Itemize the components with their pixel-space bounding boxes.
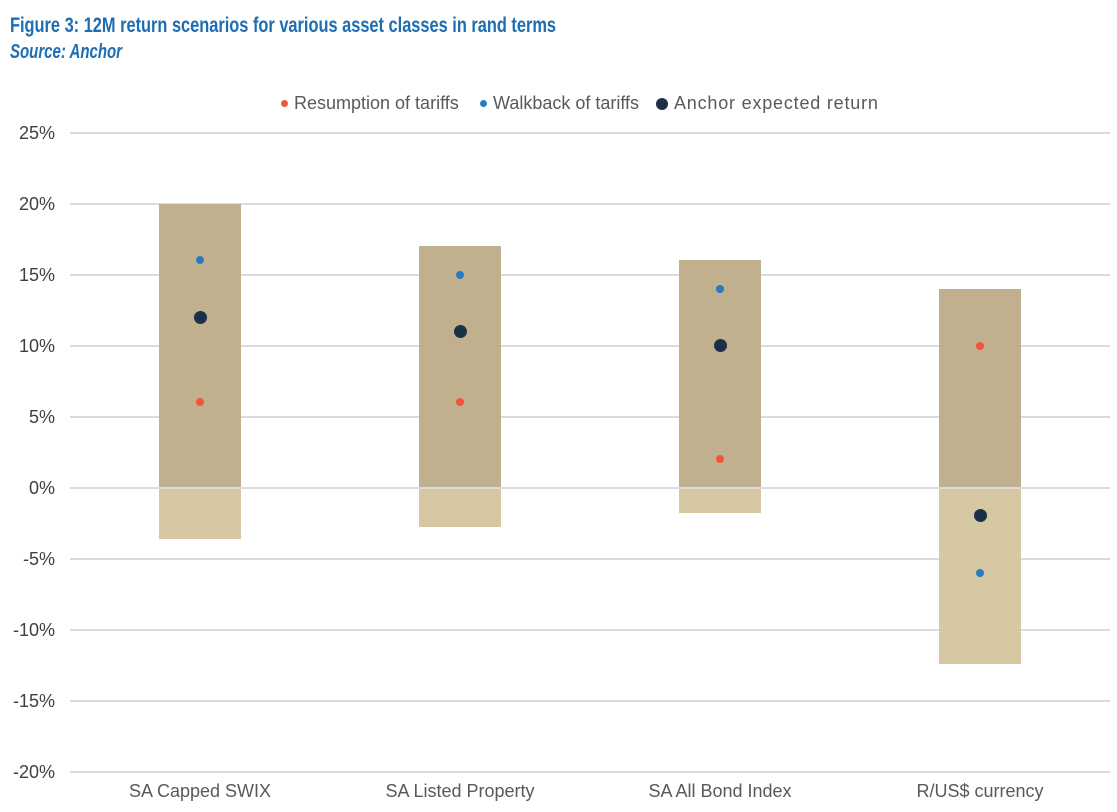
marker-anchor-expected-return-r-us-currency	[973, 509, 987, 523]
legend-item-anchor-expected-return: Anchor expected return	[656, 93, 879, 115]
bar-lower-sa-all-bond-index	[679, 487, 761, 514]
marker-walkback-of-tariffs-sa-listed-property	[456, 270, 464, 279]
gridline-5	[70, 415, 1110, 418]
ytick-label--15: -15%	[12, 690, 55, 711]
gridline--15	[70, 699, 1110, 702]
marker-resumption-of-tariffs-sa-capped-swix	[196, 398, 204, 407]
bar-upper-r-us-currency	[939, 288, 1021, 488]
marker-resumption-of-tariffs-sa-listed-property	[456, 398, 464, 407]
legend-label-anchor-expected-return: Anchor expected return	[674, 93, 879, 113]
xtick-label-r-us-currency: R/US$ currency	[916, 781, 1044, 801]
marker-anchor-expected-return-sa-listed-property	[453, 324, 467, 338]
gridline-10	[70, 344, 1110, 347]
legend-dot-walkback-of-tariffs-icon	[480, 100, 487, 107]
legend-label-walkback-of-tariffs: Walkback of tariffs	[493, 93, 640, 113]
gridline-20	[70, 202, 1110, 205]
xtick-label-sa-all-bond-index: SA All Bond Index	[648, 781, 792, 801]
gridline--20	[70, 770, 1110, 773]
xtick-label-sa-listed-property: SA Listed Property	[385, 781, 535, 801]
ytick-label--20: -20%	[12, 761, 55, 782]
bar-upper-sa-capped-swix	[159, 203, 241, 488]
marker-resumption-of-tariffs-r-us-currency	[976, 341, 984, 350]
legend-dot-resumption-of-tariffs-icon	[281, 100, 288, 107]
bar-lower-sa-listed-property	[419, 487, 501, 528]
ytick-label-20: 20%	[18, 193, 55, 214]
gridline-25	[70, 131, 1110, 134]
marker-walkback-of-tariffs-sa-all-bond-index	[716, 284, 724, 293]
ytick-label--5: -5%	[22, 548, 55, 569]
ytick-label-15: 15%	[18, 264, 55, 285]
ytick-label-25: 25%	[18, 122, 55, 143]
figure-subtitle: Source: Anchor	[10, 41, 122, 63]
zero-line-overlay	[70, 486, 1110, 489]
figure-title: Figure 3: 12M return scenarios for vario…	[10, 14, 556, 37]
ytick-label-0: 0%	[28, 477, 55, 498]
legend-dot-anchor-expected-return-icon	[656, 97, 668, 110]
gridline--5	[70, 557, 1110, 560]
marker-walkback-of-tariffs-r-us-currency	[976, 568, 984, 577]
ytick-label-5: 5%	[28, 406, 55, 427]
legend-label-resumption-of-tariffs: Resumption of tariffs	[294, 93, 459, 113]
marker-resumption-of-tariffs-sa-all-bond-index	[716, 455, 724, 464]
gridline-15	[70, 273, 1110, 276]
marker-walkback-of-tariffs-sa-capped-swix	[196, 256, 204, 265]
bar-lower-sa-capped-swix	[159, 487, 241, 539]
bar-upper-sa-listed-property	[419, 246, 501, 488]
ytick-label--10: -10%	[12, 619, 55, 640]
legend-item-resumption-of-tariffs: Resumption of tariffs	[281, 93, 459, 115]
legend-item-walkback-of-tariffs: Walkback of tariffs	[480, 93, 639, 115]
marker-anchor-expected-return-sa-capped-swix	[193, 310, 207, 324]
xtick-label-sa-capped-swix: SA Capped SWIX	[128, 781, 272, 801]
marker-anchor-expected-return-sa-all-bond-index	[713, 339, 727, 352]
chart-legend: Resumption of tariffs Walkback of tariff…	[0, 93, 1117, 115]
ytick-label-10: 10%	[18, 335, 55, 356]
gridline--10	[70, 628, 1110, 631]
bar-upper-sa-all-bond-index	[679, 260, 761, 488]
